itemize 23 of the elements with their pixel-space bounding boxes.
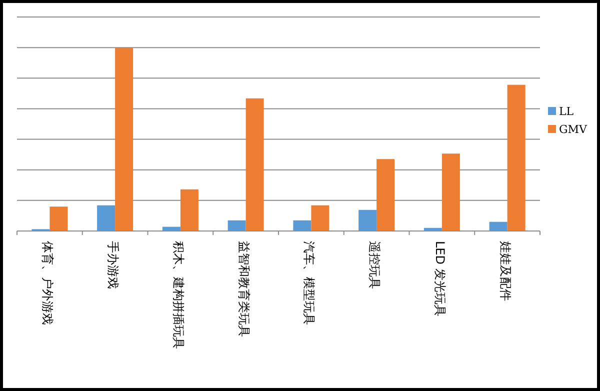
x-tick-label: 益智和教育类玩具 bbox=[236, 241, 251, 337]
bar bbox=[311, 205, 330, 231]
x-tick-label: 娃娃及配件 bbox=[498, 241, 512, 301]
bar bbox=[180, 189, 198, 231]
bar bbox=[97, 205, 116, 231]
bar bbox=[293, 220, 312, 231]
bar bbox=[358, 210, 377, 231]
bar bbox=[228, 220, 246, 231]
bar bbox=[115, 48, 134, 231]
x-tick-label: 遥控玩具 bbox=[368, 241, 382, 289]
bar bbox=[376, 159, 395, 231]
x-tick-label: 手办游戏 bbox=[106, 241, 120, 289]
x-tick-label: 汽车、模型玩具 bbox=[302, 241, 316, 325]
x-tick-label: 体育、户外游戏 bbox=[40, 241, 55, 325]
bar bbox=[489, 222, 508, 231]
x-tick-label: 积木、建构拼插玩具 bbox=[171, 241, 186, 349]
legend-label: GMV bbox=[559, 123, 588, 136]
x-tick-label: LED 发光玩具 bbox=[432, 241, 447, 316]
bar bbox=[442, 154, 460, 231]
bar bbox=[50, 206, 68, 231]
legend-label: LL bbox=[559, 105, 574, 118]
bar bbox=[507, 84, 526, 231]
bar bbox=[246, 98, 264, 231]
